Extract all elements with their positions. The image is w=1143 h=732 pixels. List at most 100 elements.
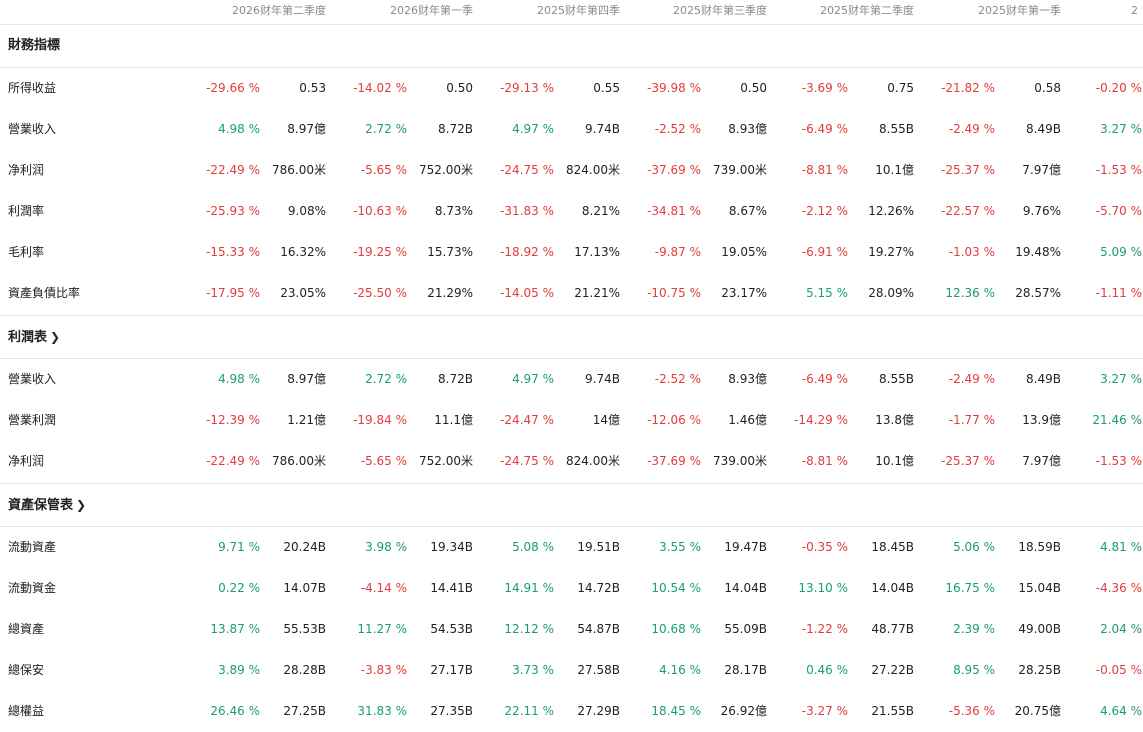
metric-value: 14.72B: [577, 581, 620, 595]
change-percent: -37.69 %: [647, 454, 701, 468]
metric-value: 8.55B: [879, 372, 914, 386]
change-percent: -2.49 %: [948, 372, 995, 386]
metric-value: 13.9億: [1022, 413, 1061, 427]
row-label: 總權益: [8, 704, 45, 718]
section-header[interactable]: 利潤表 ❯: [0, 316, 1143, 359]
change-percent: -1.53 %: [1095, 454, 1142, 468]
table-row: 營業利潤 -12.39 % 1.21億 -19.84 % 11.1億 -24.47 % 14…: [0, 400, 1143, 441]
section-title[interactable]: 利潤表 ❯: [8, 316, 60, 359]
metric-value: 28.57%: [1015, 286, 1061, 300]
metric-value: 14億: [592, 413, 620, 427]
change-percent: -22.49 %: [206, 454, 260, 468]
metric-value: 9.74B: [585, 122, 620, 136]
section-title: 財務指標: [8, 25, 60, 67]
metric-value: 739.00米: [713, 163, 767, 177]
table-row: 利潤率 -25.93 % 9.08% -10.63 % 8.73% -31.83 % 8.2…: [0, 191, 1143, 232]
change-percent: -18.92 %: [500, 245, 554, 259]
change-percent: 5.15 %: [806, 286, 848, 300]
metric-value: 8.93億: [728, 122, 767, 136]
metric-value: 0.50: [740, 81, 767, 95]
row-label: 營業收入: [8, 122, 57, 136]
metric-value: 19.27%: [868, 245, 914, 259]
section-title[interactable]: 資產保管表 ❯: [8, 484, 86, 527]
chevron-right-icon[interactable]: ❯: [76, 498, 87, 512]
change-percent: 3.73 %: [512, 663, 554, 677]
change-percent: -4.36 %: [1095, 581, 1142, 595]
change-percent: -5.65 %: [360, 454, 407, 468]
change-percent: -15.33 %: [206, 245, 260, 259]
change-percent: 3.27 %: [1100, 122, 1142, 136]
change-percent: -1.03 %: [948, 245, 995, 259]
change-percent: -6.91 %: [801, 245, 848, 259]
change-percent: 4.97 %: [512, 122, 554, 136]
change-percent: -6.49 %: [801, 372, 848, 386]
change-percent: 2.04 %: [1100, 622, 1142, 636]
metric-value: 19.05%: [721, 245, 767, 259]
metric-value: 7.97億: [1022, 163, 1061, 177]
metric-value: 28.28B: [283, 663, 326, 677]
change-percent: 18.45 %: [651, 704, 701, 718]
change-percent: -1.53 %: [1095, 163, 1142, 177]
change-percent: 5.09 %: [1100, 245, 1142, 259]
row-label: 營業利潤: [8, 413, 57, 427]
metric-value: 19.51B: [577, 540, 620, 554]
metric-value: 21.55B: [871, 704, 914, 718]
change-percent: -2.49 %: [948, 122, 995, 136]
section-header[interactable]: 資產保管表 ❯: [0, 484, 1143, 527]
metric-value: 739.00米: [713, 454, 767, 468]
change-percent: 11.27 %: [357, 622, 407, 636]
metric-value: 8.67%: [728, 204, 767, 218]
metric-value: 0.55: [593, 81, 620, 95]
change-percent: 10.68 %: [651, 622, 701, 636]
metric-value: 8.97億: [287, 372, 326, 386]
metric-value: 27.58B: [577, 663, 620, 677]
period-header-cell: 2025财年第四季: [537, 4, 620, 17]
change-percent: -37.69 %: [647, 163, 701, 177]
metric-value: 48.77B: [871, 622, 914, 636]
change-percent: -1.22 %: [801, 622, 848, 636]
change-percent: -24.47 %: [500, 413, 554, 427]
metric-value: 7.97億: [1022, 454, 1061, 468]
change-percent: -0.05 %: [1095, 663, 1142, 677]
metric-value: 28.17B: [724, 663, 767, 677]
change-percent: -29.13 %: [500, 81, 554, 95]
change-percent: -25.37 %: [941, 163, 995, 177]
metric-value: 17.13%: [574, 245, 620, 259]
change-percent: -2.52 %: [654, 372, 701, 386]
row-label: 流動資金: [8, 581, 57, 595]
change-percent: -4.14 %: [360, 581, 407, 595]
change-percent: 3.89 %: [218, 663, 260, 677]
change-percent: -5.70 %: [1095, 204, 1142, 218]
change-percent: 26.46 %: [210, 704, 260, 718]
metric-value: 8.21%: [581, 204, 620, 218]
change-percent: -3.69 %: [801, 81, 848, 95]
change-percent: -12.39 %: [206, 413, 260, 427]
metric-value: 19.34B: [430, 540, 473, 554]
metric-value: 12.26%: [868, 204, 914, 218]
change-percent: -31.83 %: [500, 204, 554, 218]
change-percent: -6.49 %: [801, 122, 848, 136]
metric-value: 0.58: [1034, 81, 1061, 95]
change-percent: 21.46 %: [1092, 413, 1142, 427]
change-percent: -1.77 %: [948, 413, 995, 427]
change-percent: -8.81 %: [801, 163, 848, 177]
chevron-right-icon[interactable]: ❯: [50, 330, 61, 344]
metric-value: 55.53B: [283, 622, 326, 636]
change-percent: 4.64 %: [1100, 704, 1142, 718]
table-row: 毛利率 -15.33 % 16.32% -19.25 % 15.73% -18.92 % 1…: [0, 232, 1143, 273]
change-percent: 10.54 %: [651, 581, 701, 595]
metric-value: 786.00米: [272, 454, 326, 468]
metric-value: 19.48%: [1015, 245, 1061, 259]
change-percent: -19.25 %: [353, 245, 407, 259]
metric-value: 752.00米: [419, 454, 473, 468]
metric-value: 824.00米: [566, 163, 620, 177]
metric-value: 27.35B: [430, 704, 473, 718]
change-percent: 8.95 %: [953, 663, 995, 677]
change-percent: 4.98 %: [218, 122, 260, 136]
change-percent: 5.06 %: [953, 540, 995, 554]
change-percent: -14.05 %: [500, 286, 554, 300]
row-label: 利潤率: [8, 204, 45, 218]
change-percent: -17.95 %: [206, 286, 260, 300]
metric-value: 8.93億: [728, 372, 767, 386]
metric-value: 28.09%: [868, 286, 914, 300]
